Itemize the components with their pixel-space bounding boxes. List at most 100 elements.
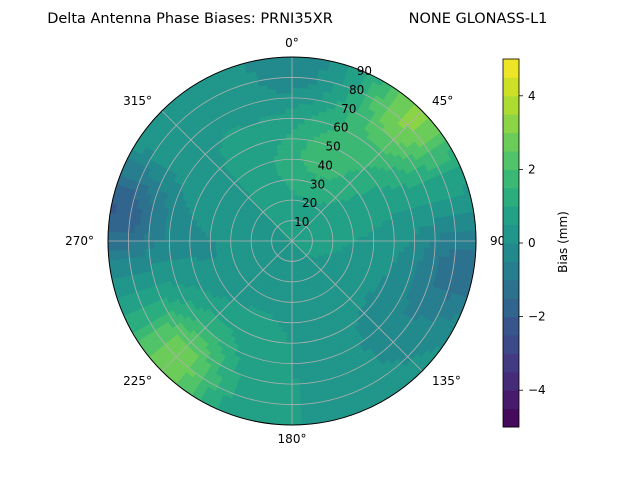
contour-cell: [298, 367, 307, 375]
contour-cell: [284, 378, 293, 385]
contour-cell: [398, 246, 405, 254]
angular-tick-label: 225°: [123, 374, 152, 388]
contour-cell: [278, 357, 287, 364]
contour-cell: [284, 363, 293, 370]
radial-tick-label: 90: [357, 64, 372, 78]
contour-cell: [291, 92, 301, 99]
contour-cell: [284, 97, 293, 104]
contour-cell: [434, 240, 441, 250]
contour-cell: [289, 189, 293, 196]
contour-cell: [153, 233, 160, 242]
colorbar-segment: [503, 371, 519, 391]
contour-cell: [117, 231, 124, 242]
contour-cell: [291, 291, 296, 298]
contour-cell: [291, 169, 297, 175]
contour-cell: [297, 357, 306, 364]
angular-tick-label: 0°: [285, 36, 299, 50]
contour-cell: [383, 240, 390, 247]
contour-cell: [291, 158, 297, 165]
contour-cell: [225, 240, 232, 245]
contour-cell: [408, 246, 415, 255]
contour-cell: [373, 231, 380, 238]
contour-cell: [278, 118, 287, 125]
angular-tick-label: 270°: [65, 234, 94, 248]
contour-cell: [291, 327, 298, 334]
contour-cell: [220, 244, 227, 249]
contour-cell: [291, 307, 297, 313]
contour-cell: [240, 240, 247, 244]
contour-cell: [403, 246, 410, 254]
contour-cell: [403, 240, 410, 248]
contour-cell: [209, 240, 216, 246]
contour-cell: [283, 77, 293, 84]
contour-cell: [199, 231, 206, 237]
contour-cell: [108, 231, 114, 242]
contour-cell: [179, 234, 186, 242]
contour-cell: [169, 227, 176, 236]
contour-cell: [291, 138, 298, 145]
colorbar-segment: [503, 335, 519, 354]
contour-cell: [409, 240, 415, 248]
contour-cell: [123, 231, 129, 242]
contour-cell: [291, 77, 301, 84]
contour-cell: [419, 233, 426, 242]
radial-tick-label: 80: [349, 83, 364, 97]
contour-cell: [291, 363, 300, 370]
colorbar-segment: [503, 187, 519, 207]
contour-cell: [283, 164, 289, 171]
contour-cell: [108, 240, 114, 251]
contour-cell: [444, 232, 451, 242]
contour-cell: [195, 250, 202, 257]
contour-cell: [189, 229, 196, 237]
contour-cell: [285, 128, 293, 135]
contour-cell: [282, 148, 288, 155]
contour-cell: [291, 373, 300, 380]
contour-cell: [291, 123, 299, 130]
radial-tick-label: 50: [325, 140, 340, 154]
contour-cell: [358, 240, 364, 246]
contour-cell: [282, 404, 293, 410]
colorbar-segment: [503, 151, 519, 170]
contour-cell: [291, 82, 301, 89]
contour-cell: [286, 337, 293, 344]
contour-cell: [225, 243, 232, 249]
contour-cell: [281, 143, 288, 150]
contour-cell: [465, 231, 472, 242]
contour-cell: [291, 153, 297, 160]
contour-cell: [378, 231, 385, 237]
contour-cell: [215, 240, 221, 246]
contour-cell: [418, 247, 426, 256]
contour-cell: [281, 332, 288, 339]
angular-tick-label: 180°: [278, 432, 307, 446]
contour-cell: [393, 229, 400, 236]
contour-cell: [179, 246, 186, 254]
radial-tick-label: 60: [333, 121, 348, 135]
contour-cell: [287, 312, 293, 318]
contour-cell: [434, 232, 441, 242]
contour-cell: [291, 317, 297, 324]
contour-cell: [291, 404, 302, 410]
contour-cell: [282, 409, 293, 416]
contour-cell: [283, 87, 293, 94]
contour-cell: [455, 240, 461, 251]
contour-cell: [153, 226, 161, 235]
contour-cell: [282, 57, 293, 63]
contour-cell: [276, 144, 283, 151]
contour-cell: [163, 233, 170, 242]
contour-cell: [275, 388, 285, 395]
contour-fill: [108, 57, 476, 425]
contour-cell: [409, 234, 415, 242]
contour-cell: [279, 128, 287, 135]
contour-cell: [282, 414, 293, 421]
contour-cell: [291, 322, 297, 329]
contour-cell: [277, 367, 286, 375]
contour-cell: [444, 248, 451, 258]
contour-cell: [199, 240, 206, 247]
contour-cell: [291, 347, 299, 354]
contour-cell: [291, 296, 296, 303]
contour-cell: [283, 398, 293, 405]
contour-cell: [408, 227, 415, 236]
contour-cell: [209, 236, 216, 242]
contour-cell: [439, 232, 446, 242]
contour-cell: [194, 245, 201, 252]
